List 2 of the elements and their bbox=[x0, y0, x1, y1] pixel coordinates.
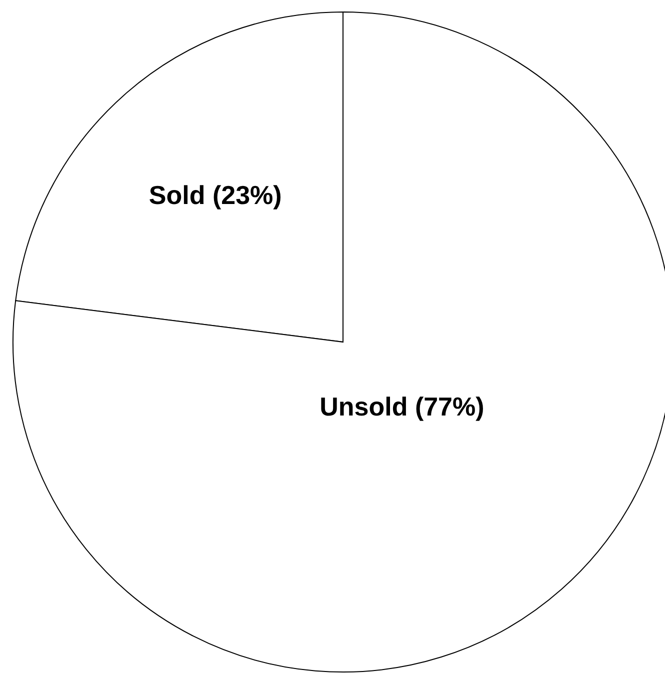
slice-label: Sold (23%) bbox=[148, 180, 282, 210]
slice-label: Unsold (77%) bbox=[320, 392, 484, 422]
